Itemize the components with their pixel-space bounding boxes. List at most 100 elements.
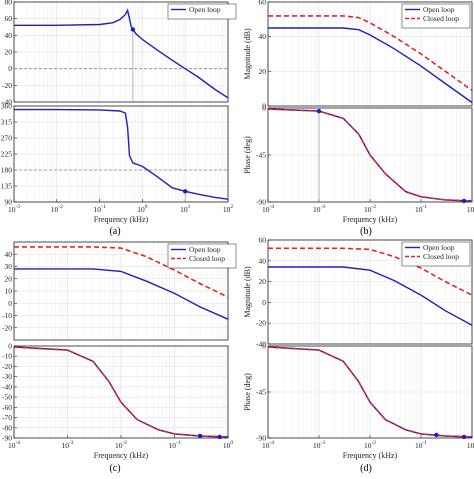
x-tick-label: 10-3 bbox=[313, 440, 325, 450]
y-tick-label: 0 bbox=[262, 104, 266, 113]
y-tick-label: -30 bbox=[2, 372, 12, 381]
y-axis-label: Phase (deg) bbox=[243, 136, 252, 174]
x-axis-label: Frequency (kHz) bbox=[343, 451, 398, 460]
closed-loop-line bbox=[267, 346, 473, 438]
y-axis-label: Magnitude (dB) bbox=[243, 266, 252, 318]
x-axis-label: Frequency (kHz) bbox=[343, 215, 398, 224]
y-tick-label: -90 bbox=[256, 434, 266, 443]
data-marker bbox=[130, 27, 136, 32]
legend-box bbox=[401, 3, 471, 29]
y-tick-label: 0 bbox=[262, 342, 266, 351]
y-tick-label: 135 bbox=[1, 182, 13, 191]
x-tick-label: 10-3 bbox=[8, 204, 20, 214]
legend-box bbox=[167, 3, 237, 20]
y-tick-label: 60 bbox=[259, 236, 267, 245]
y-tick-label: -10 bbox=[2, 311, 12, 320]
y-tick-label: 80 bbox=[5, 0, 13, 7]
y-tick-label: -40 bbox=[2, 382, 12, 391]
open-loop-line bbox=[268, 27, 473, 104]
chart-d-mag: -40 -20 0 20 40 60 Magnitude (dB) Open loopClos… bbox=[243, 236, 473, 349]
y-tick-label: 20 bbox=[259, 277, 267, 286]
x-tick-label: 102 bbox=[223, 204, 234, 214]
x-tick-label: 100 bbox=[467, 204, 474, 214]
chart-a-mag: -40 -20 0 20 40 60 80 bbox=[2, 0, 229, 107]
x-tick-label: 100 bbox=[467, 440, 474, 450]
y-tick-label: 0 bbox=[262, 102, 266, 111]
legend-open-label: Open loop bbox=[423, 5, 455, 14]
y-tick-label: 90 bbox=[5, 198, 13, 207]
y-tick-label: -40 bbox=[2, 98, 12, 107]
x-tick-label: 10-2 bbox=[364, 440, 376, 450]
chart-b-phase: -90 -45 0 10-4 10-3 10-2 10-1 100 Frequency (kHz… bbox=[243, 104, 474, 225]
y-tick-label: 20 bbox=[5, 48, 13, 57]
y-tick-label: 40 bbox=[5, 250, 13, 259]
y-tick-label: 60 bbox=[259, 0, 267, 7]
y-tick-label: -90 bbox=[256, 198, 266, 207]
y-tick-label: -20 bbox=[2, 81, 12, 90]
legend: Open loop bbox=[167, 3, 237, 20]
y-tick-label: 30 bbox=[5, 262, 13, 271]
legend-box bbox=[167, 243, 237, 269]
legend-closed-label: Closed loop bbox=[423, 14, 459, 23]
x-tick-label: 10-2 bbox=[51, 204, 63, 214]
open-loop-line bbox=[14, 108, 229, 200]
x-tick-label: 10-1 bbox=[168, 440, 180, 450]
y-tick-label: 0 bbox=[262, 298, 266, 307]
y-axis-label: Magnitude (dB) bbox=[243, 28, 252, 80]
y-tick-label: -60 bbox=[2, 403, 12, 412]
y-tick-label: 315 bbox=[1, 118, 13, 127]
legend-box bbox=[401, 241, 471, 267]
y-axis-label: Phase (deg) bbox=[243, 373, 252, 411]
open-loop-line bbox=[268, 266, 473, 326]
y-tick-label: 10 bbox=[5, 287, 13, 296]
y-tick-label: -20 bbox=[2, 323, 12, 332]
plot-frame bbox=[13, 1, 229, 103]
y-tick-label: -40 bbox=[256, 340, 266, 349]
x-axis-label: Frequency (kHz) bbox=[94, 215, 149, 224]
y-tick-label: -50 bbox=[2, 393, 12, 402]
x-tick-label: 100 bbox=[137, 204, 148, 214]
y-tick-label: 360 bbox=[1, 102, 13, 111]
chart-d-phase: -90 -45 0 10-4 10-3 10-2 10-1 100 Frequency (kHz… bbox=[243, 342, 474, 461]
y-tick-label: 0 bbox=[8, 342, 12, 351]
x-tick-label: 10-3 bbox=[61, 440, 73, 450]
legend-open-label: Open loop bbox=[189, 245, 221, 254]
data-marker bbox=[316, 108, 322, 114]
x-tick-label: 10-1 bbox=[94, 204, 106, 214]
y-tick-label: 270 bbox=[1, 134, 13, 143]
closed-loop-line bbox=[14, 246, 229, 298]
y-tick-label: 225 bbox=[1, 150, 13, 159]
data-marker bbox=[197, 433, 203, 439]
x-axis-label: Frequency (kHz) bbox=[94, 451, 149, 460]
data-marker bbox=[434, 432, 439, 438]
y-tick-label: -20 bbox=[2, 362, 12, 371]
x-tick-label: 100 bbox=[223, 440, 234, 450]
caption-a: (a) bbox=[109, 226, 120, 237]
y-tick-label: 40 bbox=[5, 31, 13, 40]
x-tick-label: 10-1 bbox=[415, 440, 427, 450]
y-tick-label: 0 bbox=[8, 299, 12, 308]
y-tick-label: -45 bbox=[256, 151, 266, 160]
open-loop-line bbox=[14, 268, 229, 320]
x-tick-label: 10-4 bbox=[8, 440, 20, 450]
y-tick-label: 60 bbox=[5, 14, 13, 23]
x-tick-label: 10-4 bbox=[262, 440, 274, 450]
data-marker bbox=[183, 189, 188, 194]
legend-open-label: Open loop bbox=[189, 5, 221, 14]
legend-closed-label: Closed loop bbox=[189, 254, 225, 263]
caption-d: (d) bbox=[360, 463, 372, 474]
legend-open-label: Open loop bbox=[423, 243, 455, 252]
y-tick-label: 20 bbox=[5, 274, 13, 283]
x-tick-label: 10-4 bbox=[262, 204, 274, 214]
legend-closed-label: Closed loop bbox=[423, 252, 459, 261]
data-marker bbox=[461, 434, 467, 440]
closed-loop-line bbox=[268, 15, 473, 92]
closed-loop-line bbox=[13, 346, 229, 438]
data-marker bbox=[461, 198, 467, 204]
